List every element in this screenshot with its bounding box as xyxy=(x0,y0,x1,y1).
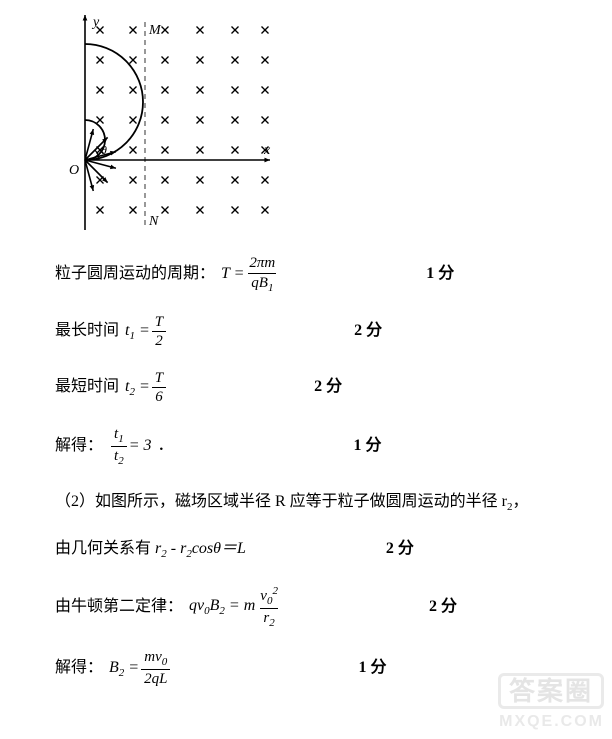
solution-line: 最短时间t2 =T6 2 分 xyxy=(55,370,587,406)
line-score: 1 分 xyxy=(358,653,386,683)
line-prefix: 解得： xyxy=(55,431,103,461)
svg-text:y: y xyxy=(91,15,100,30)
solution-line: 最长时间t1 =T2 2 分 xyxy=(55,314,587,350)
svg-text:O: O xyxy=(69,163,79,178)
line-score: 1 分 xyxy=(354,431,382,461)
svg-text:θ: θ xyxy=(101,143,107,157)
line-formula: T =2πmqB1 xyxy=(221,255,280,294)
line-prefix: 粒子圆周运动的周期： xyxy=(55,259,215,289)
line-score: 1 分 xyxy=(426,259,454,289)
svg-text:x: x xyxy=(263,143,271,158)
line-formula: t2 =T6 xyxy=(125,370,168,406)
line-prefix: 解得： xyxy=(55,653,103,683)
line-score: 2 分 xyxy=(386,534,414,564)
line-score: 2 分 xyxy=(429,592,457,622)
line-formula: qv0B2 = mv02r2 xyxy=(189,585,283,629)
line-prefix: 最短时间 xyxy=(55,372,119,402)
line-prefix: 由牛顿第二定律： xyxy=(55,592,183,622)
physics-diagram: y x O M Nθ xyxy=(55,10,285,235)
svg-text:N: N xyxy=(148,214,159,229)
line-score: 2 分 xyxy=(354,316,382,346)
solution-line: （2）如图所示，磁场区域半径 R 应等于粒子做圆周运动的半径 r2， xyxy=(55,487,587,518)
solution-line: 由牛顿第二定律：qv0B2 = mv02r2 2 分 xyxy=(55,585,587,629)
line-prefix: （2）如图所示，磁场区域半径 R 应等于粒子做圆周运动的半径 r2， xyxy=(55,487,529,518)
line-prefix: 最长时间 xyxy=(55,316,119,346)
line-score: 2 分 xyxy=(314,372,342,402)
line-formula: t1 =T2 xyxy=(125,314,168,350)
solution-line: 解得：t1t2 = 3． 1 分 xyxy=(55,426,587,467)
line-suffix: ． xyxy=(157,431,173,461)
line-prefix: 由几何关系有 xyxy=(55,534,155,564)
line-formula: B2 =mv02qL xyxy=(109,649,172,688)
solution-line: 粒子圆周运动的周期：T =2πmqB1 1 分 xyxy=(55,255,587,294)
svg-text:M: M xyxy=(148,23,162,38)
solution-line: 解得：B2 =mv02qL 1 分 xyxy=(55,649,587,688)
line-formula: t1t2 = 3 xyxy=(109,426,151,467)
watermark-bottom: MXQE.COM xyxy=(498,713,604,731)
line-formula: r2 - r2cosθ＝L xyxy=(155,534,246,565)
solution-text: 粒子圆周运动的周期：T =2πmqB11 分最长时间t1 =T22 分最短时间t… xyxy=(55,255,587,688)
solution-line: 由几何关系有 r2 - r2cosθ＝L 2 分 xyxy=(55,534,587,565)
